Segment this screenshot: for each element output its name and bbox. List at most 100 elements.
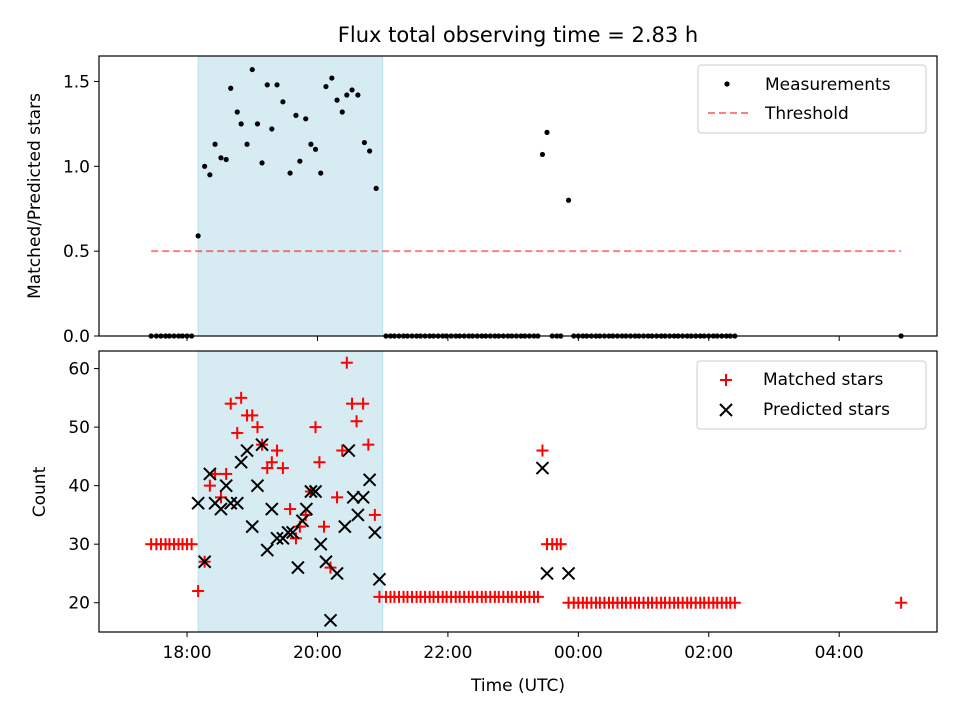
measurement-point [303,116,309,122]
matched-star-point [346,397,359,410]
predicted-star-point [368,525,382,540]
matched-star-point [203,479,216,492]
bottom-y-axis-label: Count [30,466,50,517]
predicted-star-point [308,484,323,499]
bottom-axes-frame [98,350,938,633]
matched-star-point [531,590,544,603]
predicted-star-point [319,555,333,569]
top-panel: 0.0 0.5 1.0 1.5 Flux total observing time =… [25,23,938,347]
measurement-point [228,85,234,91]
predicted-star-point [356,490,370,505]
measurement-point [274,82,280,88]
measurement-point [218,155,224,161]
matched-star-point [192,585,205,598]
x-tick-label: 04:00 [815,643,864,663]
matched-star-point [284,503,297,516]
matched-star-point [220,467,233,480]
y-tick-label: 60 [68,360,90,380]
matched-stars-points [145,356,908,609]
measurement-point [349,87,355,93]
predicted-star-point [203,467,217,481]
matched-star-point [231,426,244,439]
top-legend-box [697,64,927,134]
y-tick-label: 1.0 [63,157,90,177]
predicted-star-point [342,443,356,458]
legend-predicted-label: Predicted stars [763,400,890,420]
measurement-point [287,170,293,176]
y-tick-label: 0.5 [63,242,90,262]
y-tick-label: 20 [68,594,90,614]
matched-star-point [331,491,344,504]
x-tick-label: 22:00 [423,643,472,663]
predicted-star-point [291,560,305,575]
y-tick-label: 40 [68,477,90,497]
matched-star-point [357,397,370,410]
measurement-point [565,197,572,203]
matched-star-point [362,438,375,451]
measurement-point [361,139,368,146]
matched-star-point [317,520,330,533]
predicted-star-point [265,502,279,516]
predicted-star-point [299,502,314,516]
bottom-highlight-span [197,350,384,633]
measurement-point [293,112,299,118]
measurement-point [544,129,550,135]
measurement-point [323,83,329,90]
measurement-point [223,156,229,163]
predicted-star-point [224,496,238,510]
measurement-point [318,170,324,176]
matched-star-point [336,444,349,457]
measurement-point [195,233,201,239]
y-tick-label: 0.0 [63,327,90,347]
predicted-star-point [240,443,254,458]
matched-star-point [895,596,908,609]
predicted-star-point [304,484,318,499]
measurement-point [373,185,379,191]
x-tick-label: 18:00 [163,643,212,663]
matched-star-point [276,462,289,475]
measurement-point [280,99,286,105]
predicted-star-point [535,461,550,475]
x-tick-label: 02:00 [684,643,733,663]
measurement-point [254,121,261,127]
measurement-point [259,160,265,166]
matched-star-point [224,397,237,410]
predicted-star-point [561,566,576,581]
measurement-point [249,66,255,73]
predicted-star-point [260,543,274,557]
legend-measurements-marker [724,81,730,87]
predicted-star-point [285,525,300,540]
measurement-point [355,92,361,98]
top-y-axis-label: Matched/Predicted stars [25,93,45,299]
matched-star-point [185,538,198,551]
matched-star-point [350,415,363,428]
predicted-star-point [191,496,205,510]
predicted-star-point [255,437,269,452]
measurement-point [244,141,250,147]
measurement-point [207,172,213,178]
y-tick-label: 1.5 [63,72,90,92]
y-tick-label: 30 [68,535,90,555]
predicted-star-point [323,613,338,627]
matched-star-point [265,456,278,469]
chart-title: Flux total observing time = 2.83 h [338,23,698,47]
predicted-star-point [250,478,265,493]
matched-star-point [271,444,284,457]
measurement-point [308,141,314,147]
top-x-ticks [186,336,840,341]
legend-matched-marker [720,374,732,386]
bottom-panel: 20 30 40 50 60 18:00 20:00 22:00 00:00 02:00 04:0… [30,350,938,696]
predicted-star-point [346,490,361,505]
measurement-point [329,75,335,81]
bottom-legend-box [696,360,927,430]
measurement-point [297,158,303,164]
predicted-star-point [230,496,244,510]
x-axis-label: Time (UTC) [470,676,565,696]
predicted-star-point [540,566,554,581]
measurement-point [539,151,546,158]
top-legend: Measurements Threshold [697,64,927,134]
measurement-point [238,121,244,127]
predicted-star-point [295,514,310,528]
predicted-star-point [314,537,328,551]
